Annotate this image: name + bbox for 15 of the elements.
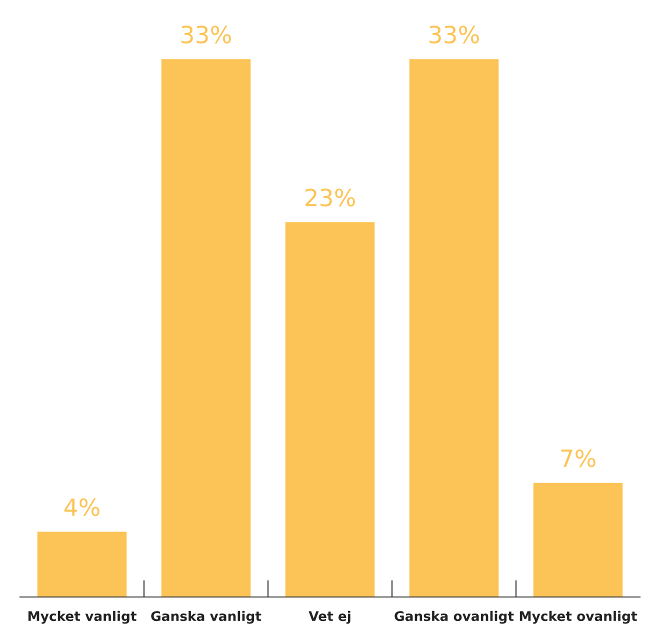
bar [533, 482, 623, 597]
data-label: 33% [182, 26, 231, 44]
x-tick-label: Mycket ovanligt [520, 610, 637, 624]
data-label: 7% [561, 449, 596, 468]
bar [161, 59, 251, 597]
data-label: 4% [64, 498, 100, 516]
x-tick-label: Ganska vanligt [151, 610, 262, 624]
bar [37, 532, 127, 597]
bar [409, 59, 499, 597]
data-label: 23% [305, 188, 355, 206]
x-tick-label: Vet ej [308, 610, 350, 624]
x-tick-label: Mycket vanligt [28, 610, 136, 624]
bar [285, 222, 375, 597]
data-label: 33% [430, 26, 479, 44]
x-tick-label: Ganska ovanligt [394, 610, 514, 624]
